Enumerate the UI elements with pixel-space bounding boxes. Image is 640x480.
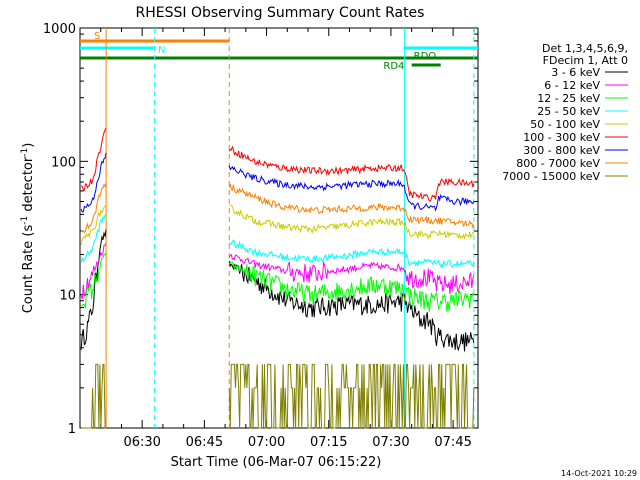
series-line: [81, 363, 107, 429]
legend: Det 1,3,4,5,6,9,FDecim 1, Att 03 - 6 keV…: [502, 42, 628, 183]
legend-entry-label: 3 - 6 keV: [551, 66, 600, 79]
legend-header: FDecim 1, Att 0: [543, 54, 628, 67]
y-tick-label: 100: [51, 155, 76, 170]
y-axis-label-end: ): [21, 143, 36, 148]
y-tick-label: 10: [59, 289, 76, 304]
plot-area: 1 10 100 1000 06:30 06:45 07:00 07:15 07:30 07:45…: [43, 22, 479, 450]
series-line: [80, 251, 107, 309]
y-tick-label: 1: [68, 422, 76, 437]
x-tick-label: 07:30: [372, 435, 409, 450]
series-line: [80, 204, 107, 246]
series-line: [80, 152, 107, 213]
legend-entry-label: 800 - 7000 keV: [516, 157, 600, 170]
y-axis-label-mid: detector: [21, 156, 36, 216]
legend-entry-label: 100 - 300 keV: [523, 131, 600, 144]
series-line: [228, 183, 475, 229]
series-line: [80, 182, 107, 234]
state-bar-s-label: S: [94, 31, 100, 42]
series-line: [228, 254, 475, 294]
footer-date: 14-Oct-2021 10:29: [561, 469, 637, 478]
svg-text:Count Rate (s-1 detector-1): Count Rate (s-1 detector-1): [20, 143, 36, 314]
legend-entry-label: 50 - 100 keV: [530, 118, 600, 131]
legend-entry-label: 300 - 800 keV: [523, 144, 600, 157]
x-tick-label: 06:45: [186, 435, 223, 450]
legend-entry-label: 12 - 25 keV: [537, 92, 600, 105]
x-tick-label: 07:15: [310, 435, 347, 450]
x-tick-label: 06:30: [123, 435, 160, 450]
legend-entry-label: 7000 - 15000 keV: [502, 170, 600, 183]
series-line: [80, 127, 107, 191]
y-axis-label-sup1: -1: [20, 216, 30, 225]
series-line: [228, 204, 475, 240]
series-line: [228, 261, 475, 312]
x-tick-label: 07:45: [434, 435, 471, 450]
legend-entry-label: 6 - 12 keV: [544, 79, 600, 92]
chart-title: RHESSI Observing Summary Count Rates: [136, 5, 425, 21]
state-bar-rdo-label: RDO: [414, 51, 437, 62]
series-line: [80, 229, 107, 350]
y-axis-label-sup2: -1: [20, 148, 30, 157]
series-line: [228, 145, 475, 202]
legend-entry-label: 25 - 50 keV: [537, 105, 600, 118]
series-line: [228, 260, 475, 352]
series-line: [228, 239, 475, 269]
y-tick-label: 1000: [43, 22, 76, 37]
x-axis-label: Start Time (06-Mar-07 06:15:22): [171, 455, 382, 470]
legend-header: Det 1,3,4,5,6,9,: [542, 42, 628, 55]
x-tick-label: 07:00: [248, 435, 285, 450]
series-line: [228, 363, 475, 429]
y-axis-label: Count Rate (s-1 detector-1): [20, 143, 36, 314]
y-axis-label-main: Count Rate (s: [21, 225, 36, 314]
state-bar-n-label: N: [158, 45, 165, 56]
series-line: [80, 214, 107, 263]
state-bar-rd4-label: RD4: [383, 61, 404, 72]
series-line: [80, 242, 107, 299]
series-line: [228, 165, 475, 212]
